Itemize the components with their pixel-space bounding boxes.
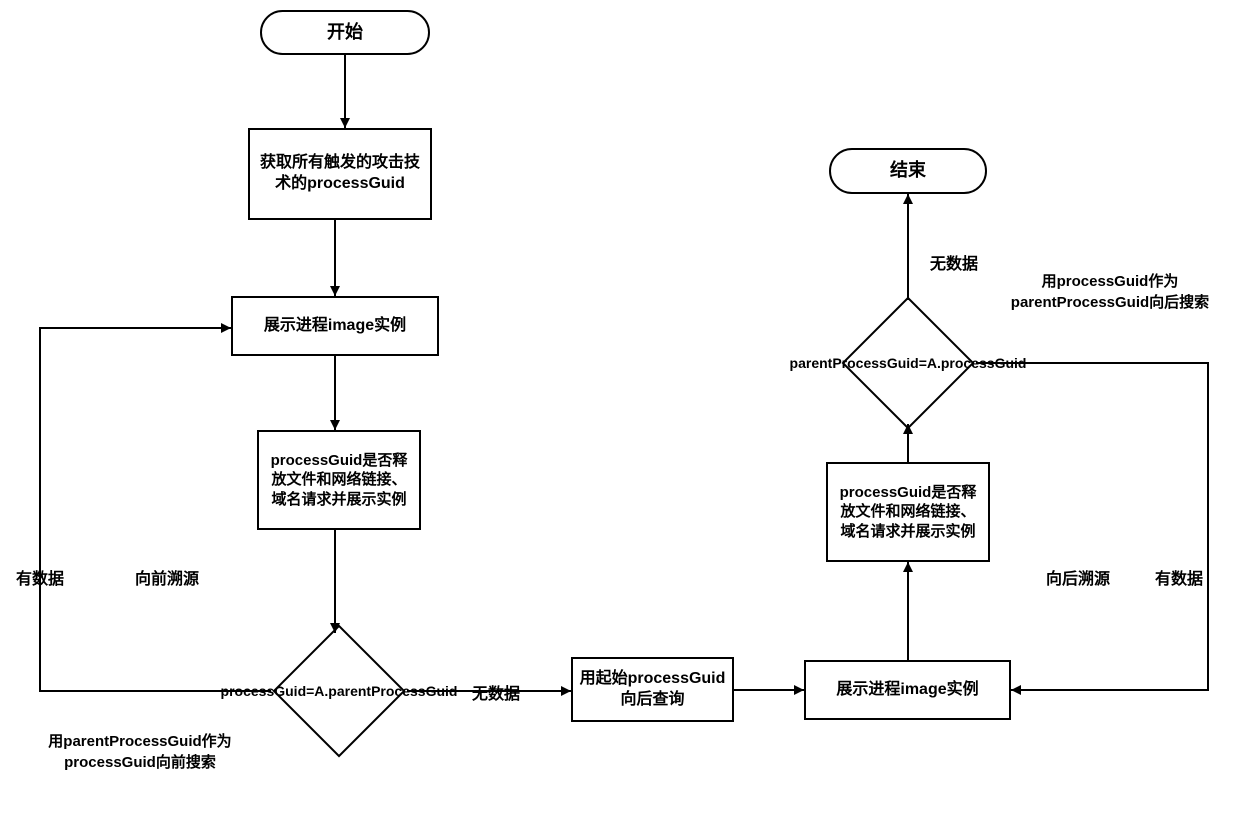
release-files-right-node: processGuid是否释放文件和网络链接、域名请求并展示实例 xyxy=(826,462,990,562)
show-image-right-node: 展示进程image实例 xyxy=(804,660,1011,720)
edge-label-hasdata-right: 有数据 xyxy=(1155,565,1203,589)
edge-label-nodata-left: 无数据 xyxy=(472,680,520,704)
end-node: 结束 xyxy=(829,148,987,194)
decision-right-text: parentProcessGuid=A.processGuid xyxy=(832,295,984,431)
decision-left-node: processGuid=A.parentProcessGuid xyxy=(265,626,413,756)
show-image-left-label: 展示进程image实例 xyxy=(264,316,406,337)
side-label-forward-trace: 向前溯源 xyxy=(135,565,199,589)
side-label-backward-trace: 向后溯源 xyxy=(1046,565,1110,589)
show-image-right-label: 展示进程image实例 xyxy=(836,680,978,701)
decision-left-label: processGuid=A.parentProcessGuid xyxy=(221,683,458,700)
edge-label-nodata-right: 无数据 xyxy=(930,250,978,274)
show-image-left-node: 展示进程image实例 xyxy=(231,296,439,356)
release-files-left-label: processGuid是否释放文件和网络链接、域名请求并展示实例 xyxy=(265,451,413,510)
release-files-right-label: processGuid是否释放文件和网络链接、域名请求并展示实例 xyxy=(834,483,982,542)
end-label: 结束 xyxy=(890,159,926,182)
start-label: 开始 xyxy=(327,21,363,44)
get-processguid-node: 获取所有触发的攻击技术的processGuid xyxy=(248,128,432,220)
decision-right-node: parentProcessGuid=A.processGuid xyxy=(832,295,984,431)
get-processguid-label: 获取所有触发的攻击技术的processGuid xyxy=(256,153,424,195)
query-backward-label: 用起始processGuid向后查询 xyxy=(579,669,726,711)
query-backward-node: 用起始processGuid向后查询 xyxy=(571,657,734,722)
release-files-left-node: processGuid是否释放文件和网络链接、域名请求并展示实例 xyxy=(257,430,421,530)
edge-label-processguid-backward: 用processGuid作为parentProcessGuid向后搜索 xyxy=(1000,270,1220,312)
decision-right-label: parentProcessGuid=A.processGuid xyxy=(790,355,1027,372)
start-node: 开始 xyxy=(260,10,430,55)
decision-left-text: processGuid=A.parentProcessGuid xyxy=(265,626,413,756)
edge-label-parentguid-forward: 用parentProcessGuid作为processGuid向前搜索 xyxy=(20,730,260,772)
edge-label-hasdata-left: 有数据 xyxy=(16,565,64,589)
